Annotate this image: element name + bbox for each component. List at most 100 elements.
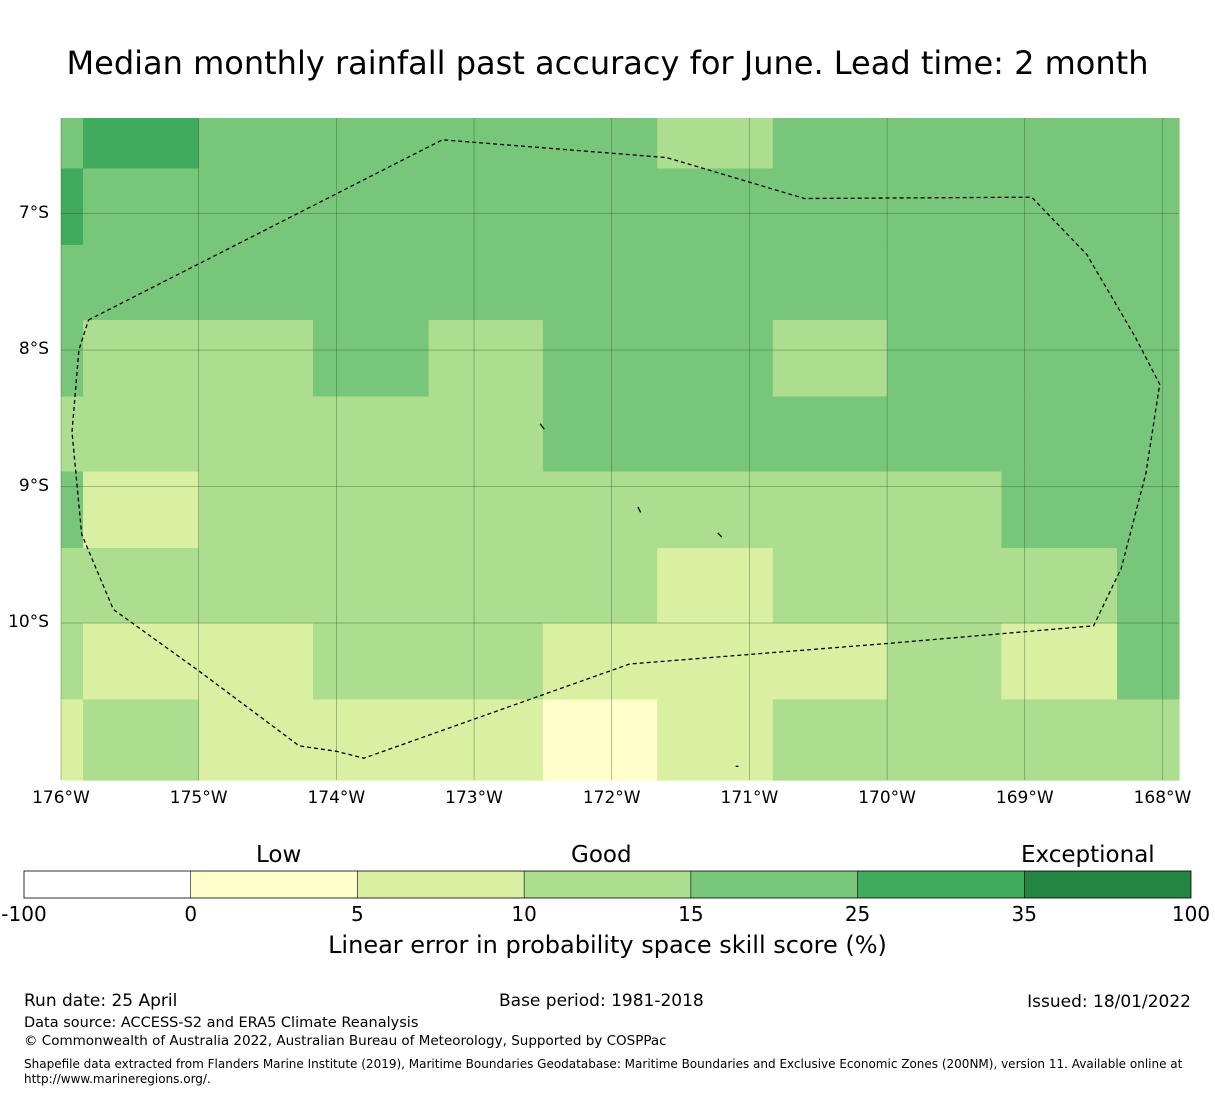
skill-cell: [61, 320, 84, 398]
skill-cell: [428, 244, 544, 321]
skill-cell: [83, 320, 200, 398]
skill-cell: [772, 547, 888, 624]
skill-cell: [1001, 547, 1118, 624]
colorbar-title: Linear error in probability space skill …: [328, 931, 887, 959]
skill-cell: [1117, 168, 1180, 246]
skill-cell: [428, 547, 544, 624]
islands: [539, 423, 739, 768]
skill-cell: [198, 547, 314, 624]
skill-cell: [428, 699, 544, 781]
skill-cell: [887, 244, 1002, 321]
skill-cell: [61, 623, 84, 701]
skill-cell: [61, 547, 84, 624]
skill-cell: [83, 547, 200, 624]
skill-cell: [61, 396, 84, 473]
longitude-label: 173°W: [445, 788, 503, 808]
skill-cell: [428, 623, 544, 701]
skill-cell: [887, 396, 1002, 473]
colorbar-tick-label: 5: [351, 902, 364, 926]
skill-cell: [887, 168, 1002, 246]
longitude-label: 176°W: [32, 788, 90, 808]
island-outline: [539, 423, 545, 430]
skill-cell: [1117, 623, 1180, 701]
colorbar-swatch: [857, 871, 1025, 898]
skill-cell: [772, 396, 888, 473]
skill-cell: [1117, 118, 1180, 170]
latitude-label: 9°S: [18, 475, 49, 496]
island-outline: [637, 506, 642, 513]
skill-cell: [772, 244, 888, 321]
category-low: Low: [256, 842, 302, 868]
skill-cell: [887, 320, 1002, 398]
colorbar-tick-label: 35: [1011, 902, 1037, 926]
skill-cell: [428, 118, 544, 170]
longitude-label: 168°W: [1133, 788, 1192, 808]
skill-cell: [657, 396, 774, 473]
skill-cell: [61, 118, 84, 170]
skill-cell: [887, 471, 1002, 549]
data-source: Data source: ACCESS-S2 and ERA5 Climate …: [24, 1015, 419, 1031]
colorbar-tick-label: 10: [511, 902, 537, 926]
skill-cell: [312, 320, 430, 398]
latitude-label: 7°S: [18, 202, 49, 223]
skill-cell: [657, 118, 774, 170]
colorbar: [23, 870, 1192, 899]
skill-cell: [83, 168, 200, 246]
skill-cell: [312, 699, 430, 781]
skill-cell: [657, 168, 774, 246]
skill-cell: [312, 118, 430, 170]
skill-cell: [1001, 118, 1118, 170]
skill-cell: [1001, 396, 1118, 473]
colorbar-frame: [23, 870, 1192, 899]
skill-cell: [1001, 471, 1118, 549]
island-outline: [717, 532, 723, 538]
skill-cell: [772, 320, 888, 398]
colorbar-swatch: [24, 871, 191, 898]
skill-cell: [657, 547, 774, 624]
skill-cell: [542, 396, 658, 473]
skill-cell: [542, 699, 658, 781]
skill-cell: [542, 320, 658, 398]
colorbar-tick-label: -100: [1, 902, 47, 926]
skill-cell: [312, 623, 430, 701]
skill-cell: [198, 699, 314, 781]
shapefile-credit-line-1: Shapefile data extracted from Flanders M…: [24, 1057, 1183, 1071]
skill-cell: [887, 118, 1002, 170]
issued-date: Issued: 18/01/2022: [1027, 992, 1191, 1012]
skill-cell: [887, 699, 1002, 781]
longitude-label: 170°W: [858, 788, 916, 808]
skill-cell: [1117, 547, 1180, 624]
colorbar-swatch: [190, 871, 358, 898]
skill-cell: [772, 118, 888, 170]
skill-cell: [542, 244, 658, 321]
skill-cell: [83, 118, 200, 170]
run-date: Run date: 25 April: [24, 991, 178, 1011]
skill-cell: [428, 471, 544, 549]
skill-cell: [83, 623, 200, 701]
colorbar-tick-label: 100: [1171, 902, 1211, 926]
graticule: [60, 118, 1179, 780]
skill-cell: [1117, 471, 1180, 549]
colorbar-swatch: [1024, 871, 1191, 898]
skill-cell: [198, 623, 314, 701]
skill-cell: [1001, 699, 1118, 781]
skill-cell: [312, 471, 430, 549]
skill-cell: [1001, 244, 1118, 321]
skill-cell: [83, 471, 200, 549]
skill-cell: [887, 547, 1002, 624]
skill-cell: [83, 244, 200, 321]
skill-cell: [312, 244, 430, 321]
base-period: Base period: 1981-2018: [499, 991, 704, 1011]
skill-cell: [428, 396, 544, 473]
shapefile-credit-line-2: http://www.marineregions.org/.: [24, 1072, 211, 1086]
skill-cell: [1001, 168, 1118, 246]
skill-cell: [83, 396, 200, 473]
skill-grid: [61, 118, 1180, 781]
map-title: Median monthly rainfall past accuracy fo…: [66, 44, 1149, 82]
skill-cell: [657, 699, 774, 781]
skill-cell: [542, 168, 658, 246]
longitude-label: 169°W: [995, 788, 1054, 808]
latitude-label: 8°S: [18, 339, 49, 360]
skill-cell: [1117, 320, 1180, 398]
skill-cell: [198, 320, 314, 398]
